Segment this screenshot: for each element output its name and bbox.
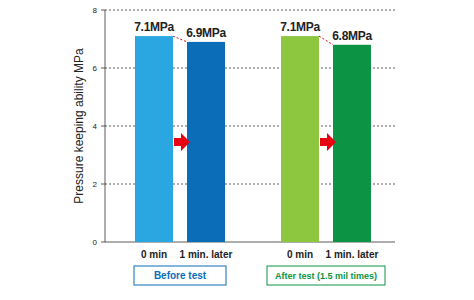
category-label: 1 min. later bbox=[180, 249, 233, 260]
tick-mark bbox=[101, 242, 105, 243]
tick-label: 2 bbox=[93, 180, 98, 189]
chart: 0 2 4 6 8 Pressure keeping ability MPa 7.1MPa 6… bbox=[0, 0, 474, 300]
tick-mark bbox=[101, 184, 105, 185]
annotation-box bbox=[134, 266, 226, 285]
tick-mark bbox=[101, 126, 105, 127]
tick-label: 6 bbox=[93, 64, 98, 73]
tick-label: 4 bbox=[93, 122, 98, 131]
bar bbox=[333, 45, 371, 242]
arrow bbox=[320, 133, 336, 151]
arrow bbox=[174, 133, 190, 151]
tick-mark bbox=[101, 10, 105, 11]
category-label: 1 min. later bbox=[326, 249, 379, 260]
data-label: 6.9MPa bbox=[186, 26, 226, 40]
connector bbox=[319, 36, 333, 45]
annotation: Before test bbox=[154, 270, 207, 281]
tick-label: 8 bbox=[93, 6, 98, 15]
annotation: After test (1.5 mil times) bbox=[275, 271, 377, 281]
category-label: 0 min bbox=[141, 249, 167, 260]
data-label: 7.1MPa bbox=[280, 20, 320, 34]
y-axis bbox=[105, 10, 106, 242]
data-label: 7.1MPa bbox=[134, 20, 174, 34]
bar bbox=[187, 42, 225, 242]
bar bbox=[281, 36, 319, 242]
connector bbox=[173, 36, 187, 42]
bar bbox=[135, 36, 173, 242]
y-axis-label: Pressure keeping ability MPa bbox=[72, 48, 86, 204]
annotation-box bbox=[267, 266, 385, 285]
bars bbox=[135, 36, 371, 242]
tick-mark bbox=[101, 68, 105, 69]
tick-label: 0 bbox=[93, 238, 98, 247]
grid-line bbox=[105, 10, 395, 11]
category-label: 0 min bbox=[287, 249, 313, 260]
data-label: 6.8MPa bbox=[332, 29, 372, 43]
